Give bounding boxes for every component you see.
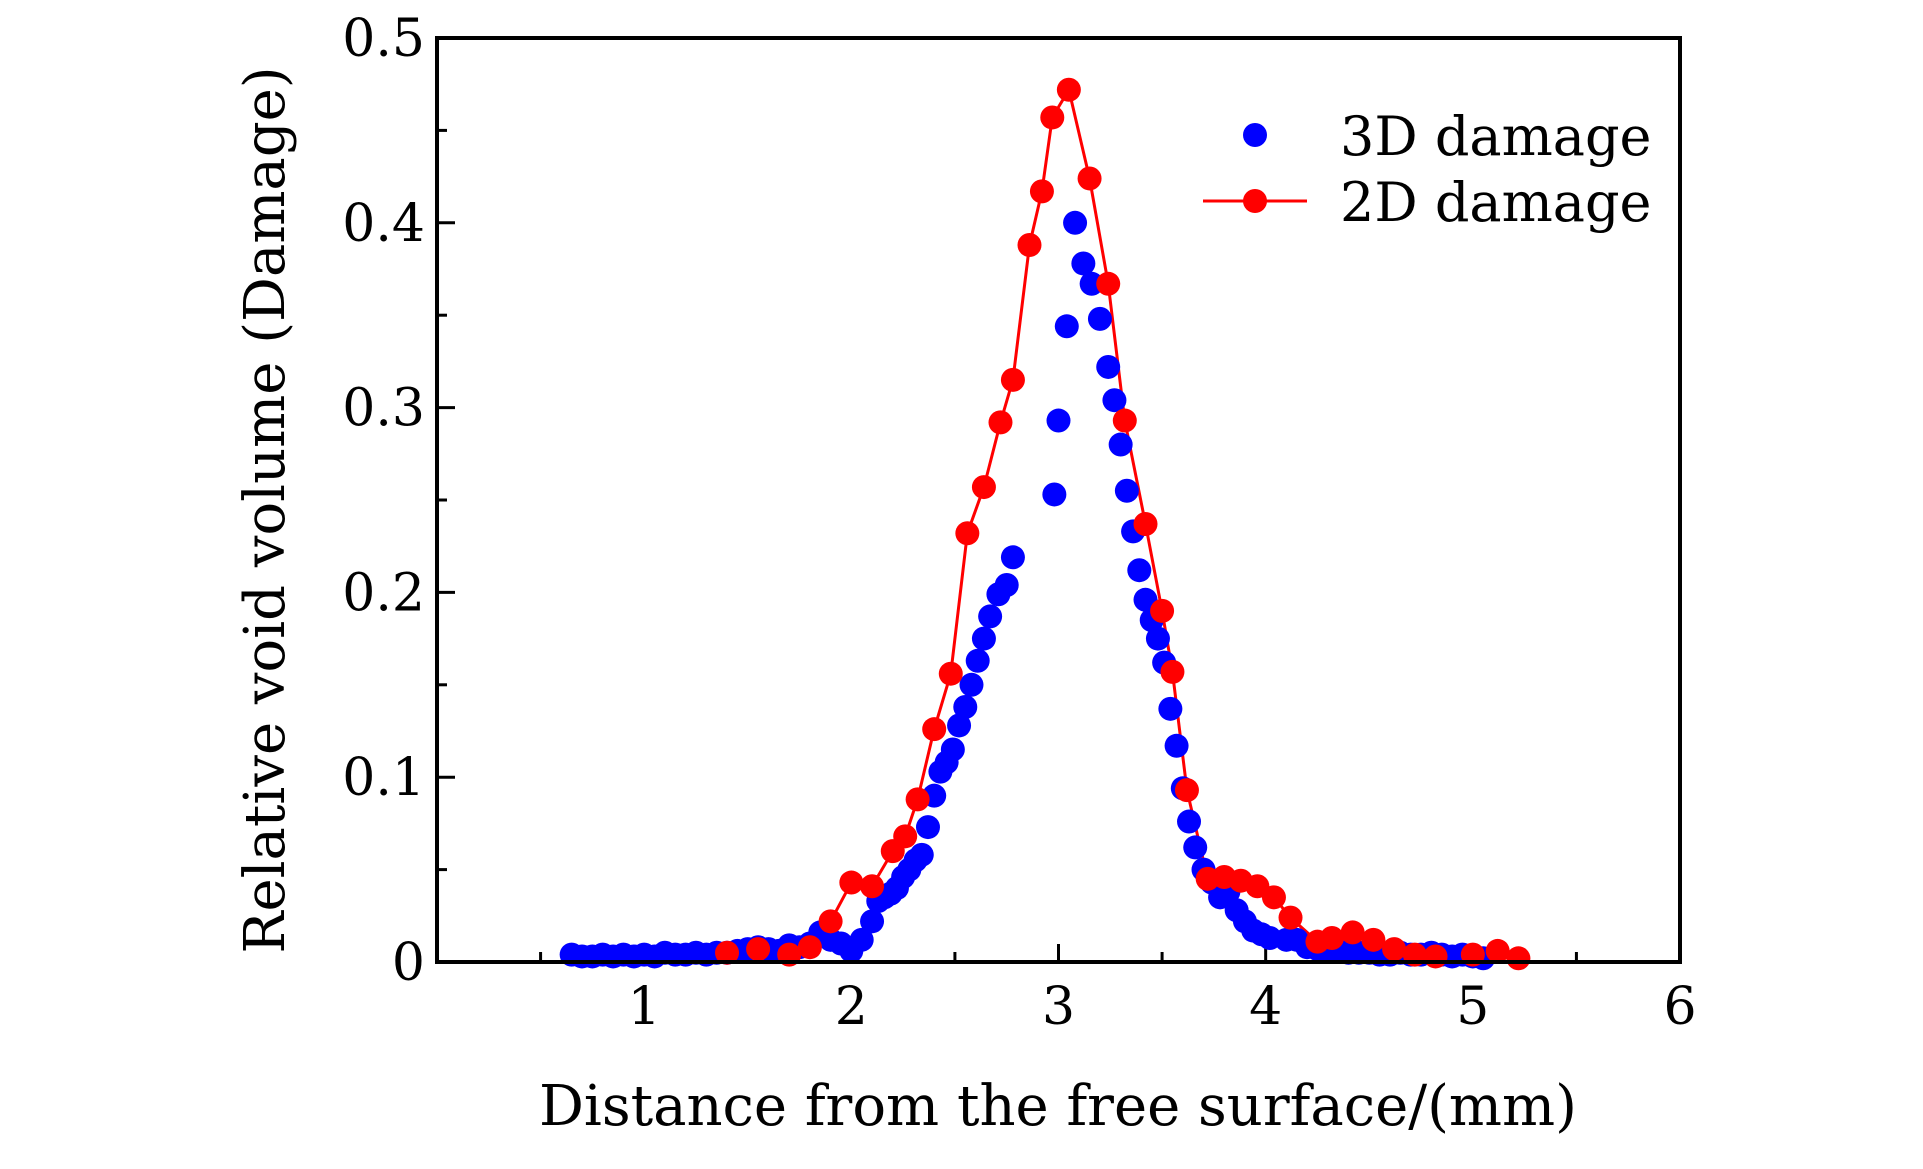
data-point-2d: [938, 661, 963, 686]
data-point-2d: [922, 717, 947, 742]
data-point-3d: [1177, 809, 1202, 834]
axes-ticks: [437, 128, 1578, 962]
data-point-2d: [1174, 778, 1199, 803]
data-point-2d: [1506, 946, 1531, 971]
data-point-2d: [1261, 885, 1286, 910]
data-point-2d: [1382, 937, 1407, 962]
data-point-2d: [1160, 659, 1185, 684]
x-tick-label: 2: [835, 977, 868, 1037]
x-tick-label: 1: [628, 977, 661, 1037]
data-point-2d: [1096, 271, 1121, 296]
data-point-3d: [1063, 210, 1088, 235]
data-point-3d: [947, 713, 972, 738]
x-tick-label: 4: [1249, 977, 1282, 1037]
data-point-3d: [1087, 306, 1112, 331]
data-point-3d: [1114, 478, 1139, 503]
data-point-3d: [994, 573, 1019, 598]
data-point-2d: [1361, 927, 1386, 952]
data-point-3d: [1042, 482, 1067, 507]
data-point-3d: [959, 672, 984, 697]
data-point-3d: [1127, 558, 1152, 583]
data-point-2d: [971, 475, 996, 500]
data-point-2d: [1017, 232, 1042, 257]
data-point-3d: [1145, 626, 1170, 651]
data-point-2d: [1150, 598, 1175, 623]
y-tick-label: 0.5: [342, 9, 425, 69]
data-point-2d: [1112, 408, 1137, 433]
x-tick-label: 6: [1663, 977, 1696, 1037]
data-point-2d: [1423, 944, 1448, 969]
data-point-3d: [965, 648, 990, 673]
y-tick-label: 0.1: [342, 748, 425, 808]
data-point-2d: [905, 787, 930, 812]
data-point-2d: [1133, 512, 1158, 537]
y-tick-label: 0.4: [342, 194, 425, 254]
legend-label-2d: 2D damage: [1340, 171, 1652, 234]
data-point-3d: [1108, 432, 1133, 457]
data-point-2d: [1040, 105, 1065, 130]
data-point-2d: [839, 870, 864, 895]
data-point-2d: [715, 940, 740, 965]
data-point-3d: [1183, 835, 1208, 860]
data-point-2d: [1077, 166, 1102, 191]
data-point-3d: [978, 604, 1003, 629]
data-point-2d: [955, 521, 980, 546]
data-point-3d: [971, 626, 996, 651]
data-point-2d: [893, 824, 918, 849]
data-point-3d: [909, 842, 934, 867]
data-point-3d: [849, 927, 874, 952]
y-tick-label: 0.3: [342, 379, 425, 439]
x-tick-label: 5: [1456, 977, 1489, 1037]
plot-frame: [435, 36, 1682, 964]
data-point-3d: [940, 737, 965, 762]
y-tick-label: 0: [392, 933, 425, 993]
data-point-2d: [1000, 367, 1025, 392]
x-tick-labels: 1 2 3 4 5 6: [628, 977, 1697, 1037]
legend-marker-2d: [1243, 189, 1267, 213]
legend-label-3d: 3D damage: [1340, 105, 1652, 168]
series-3d-damage: [559, 210, 1496, 971]
data-point-3d: [1102, 388, 1127, 413]
y-tick-label: 0.2: [342, 563, 425, 623]
data-point-2d: [1278, 905, 1303, 930]
data-point-3d: [1096, 354, 1121, 379]
data-point-2d: [1029, 179, 1054, 204]
data-point-2d: [797, 935, 822, 960]
data-point-2d: [1056, 77, 1081, 102]
data-point-3d: [915, 815, 940, 840]
data-point-2d: [988, 410, 1013, 435]
legend-marker-3d: [1243, 123, 1267, 147]
data-point-3d: [1054, 314, 1079, 339]
data-point-2d: [860, 874, 885, 899]
data-point-3d: [1000, 545, 1025, 570]
data-point-3d: [1079, 271, 1104, 296]
data-point-2d: [746, 937, 771, 962]
data-point-2d: [1340, 920, 1365, 945]
data-point-3d: [860, 909, 885, 934]
y-tick-labels: 0 0.1 0.2 0.3 0.4 0.5: [342, 9, 425, 993]
x-tick-label: 3: [1042, 977, 1075, 1037]
data-point-3d: [1071, 251, 1096, 276]
data-point-3d: [1158, 696, 1183, 721]
data-point-3d: [1046, 408, 1071, 433]
data-point-3d: [953, 694, 978, 719]
data-point-2d: [818, 909, 843, 934]
data-point-2d: [1319, 925, 1344, 950]
data-point-3d: [1164, 733, 1189, 758]
y-axis-title: Relative void volume (Damage): [233, 66, 298, 953]
x-axis-title: Distance from the free surface/(mm): [539, 1074, 1577, 1139]
data-point-2d: [1485, 938, 1510, 963]
legend: 3D damage 2D damage: [1203, 105, 1652, 234]
